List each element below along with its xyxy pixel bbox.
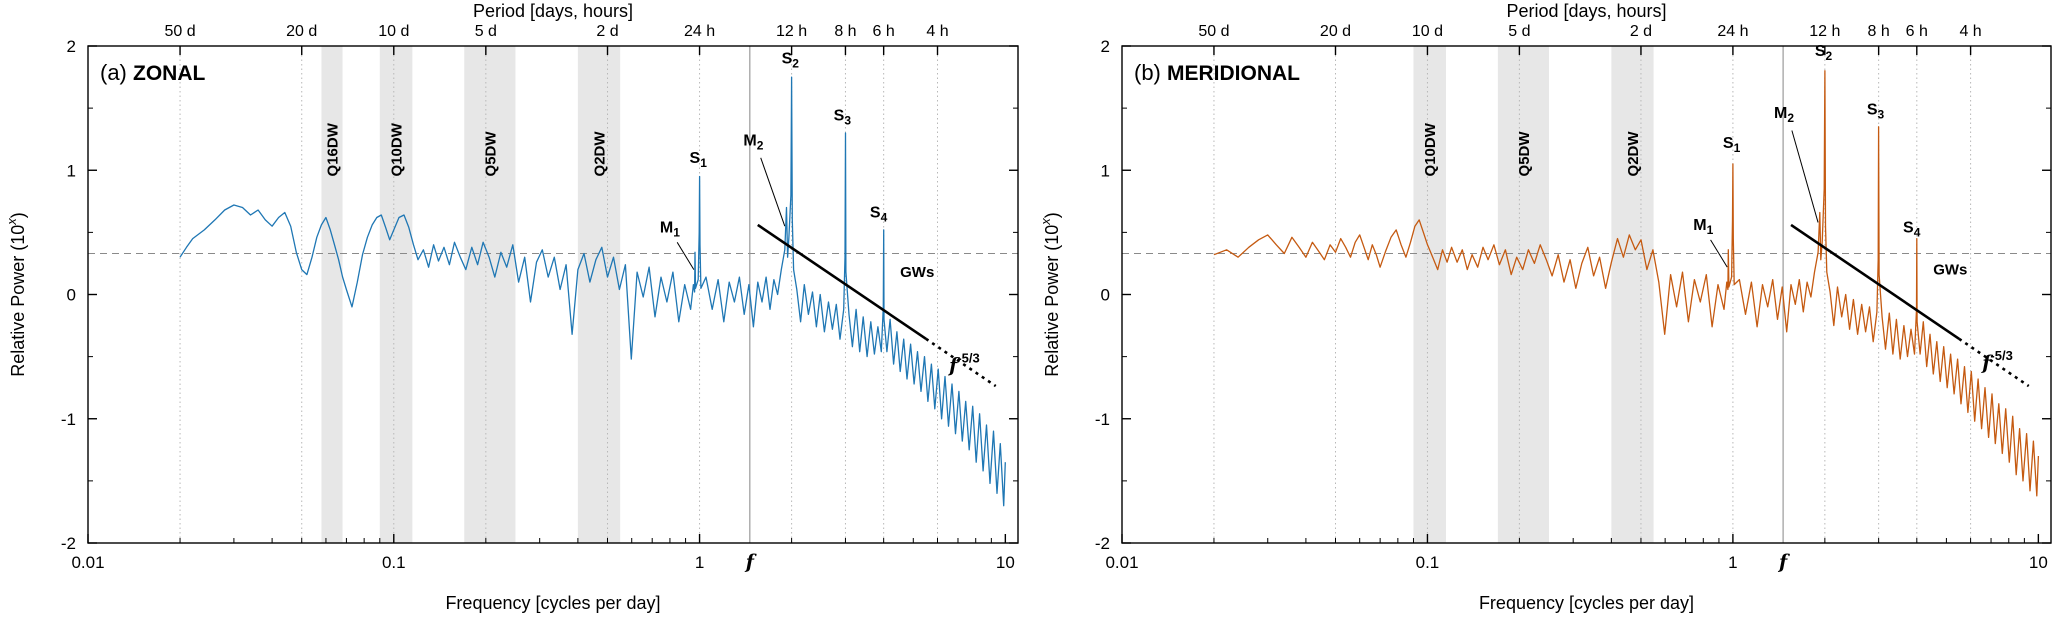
peak-label-s3: S3 <box>1867 101 1885 121</box>
period-tick-label: 24 h <box>684 23 715 40</box>
plot-frame <box>1121 45 2052 544</box>
wave-band-q5dw <box>464 46 516 543</box>
peak-label-m1: M1 <box>660 219 680 239</box>
peak-label-s2: S2 <box>1815 43 1833 63</box>
period-tick-label: 12 h <box>1809 23 1840 40</box>
y-tick-label: 0 <box>1101 286 1110 305</box>
x-tick-label: 10 <box>2029 553 2048 572</box>
band-label-q16dw: Q16DW <box>325 122 342 176</box>
slope-line-dotted <box>925 337 997 388</box>
slope-exponent-label: f-5/3 <box>1980 348 2013 374</box>
x-tick-label: 0.01 <box>71 553 104 572</box>
peak-label-s3: S3 <box>834 108 852 128</box>
peak-label-m2: M2 <box>743 132 763 152</box>
slope-line-solid <box>1790 223 1960 340</box>
band-label-q10dw: Q10DW <box>389 122 406 176</box>
band-label-q2dw: Q2DW <box>592 131 609 177</box>
x-axis-title: Frequency [cycles per day] <box>1479 593 1694 613</box>
plot-frame <box>87 45 1019 544</box>
band-label-q5dw: Q5DW <box>1516 131 1533 177</box>
period-tick-label: 2 d <box>1630 23 1652 40</box>
y-tick-label: 2 <box>67 37 76 56</box>
spectrum-line <box>1213 70 2040 497</box>
period-tick-label: 5 d <box>475 23 497 40</box>
wave-band-q5dw <box>1497 46 1550 543</box>
peak-label-m2: M2 <box>1774 105 1794 125</box>
peak-leader-line <box>1791 130 1819 223</box>
wave-band-q10dw <box>1413 46 1446 543</box>
y-axis-title: Relative Power (10x) <box>1038 212 1062 377</box>
x-tick-label: 0.1 <box>1416 553 1440 572</box>
top-axis-title: Period [days, hours] <box>1506 1 1666 21</box>
period-tick-label: 50 d <box>1198 23 1229 40</box>
inertial-frequency-axis-label: f <box>1777 551 1790 573</box>
peak-leader-line <box>760 157 786 227</box>
slope-exponent-label: f-5/3 <box>947 351 980 377</box>
peak-label-s4: S4 <box>870 204 888 224</box>
y-tick-label: 2 <box>1101 37 1110 56</box>
x-tick-label: 0.01 <box>1105 553 1138 572</box>
period-tick-label: 6 h <box>873 23 895 40</box>
y-tick-label: 0 <box>67 286 76 305</box>
slope-line-solid <box>757 223 927 340</box>
peak-label-s2: S2 <box>782 50 800 70</box>
gravity-waves-label: GWs <box>1933 262 1967 279</box>
y-tick-label: 1 <box>1101 161 1110 180</box>
period-tick-label: 4 h <box>926 23 948 40</box>
band-label-q5dw: Q5DW <box>482 131 499 177</box>
wave-band-q16dw <box>321 46 343 543</box>
gravity-waves-label: GWs <box>900 264 934 281</box>
x-tick-label: 1 <box>695 553 704 572</box>
y-tick-label: -1 <box>1095 410 1110 429</box>
period-tick-label: 6 h <box>1906 23 1928 40</box>
period-tick-label: 20 d <box>286 23 317 40</box>
period-tick-label: 20 d <box>1320 23 1351 40</box>
wave-band-q2dw <box>1611 46 1654 543</box>
period-tick-label: 24 h <box>1717 23 1748 40</box>
y-axis-title: Relative Power (10x) <box>4 212 28 377</box>
y-tick-label: -2 <box>61 534 76 553</box>
slope-line-dotted <box>1958 337 2030 388</box>
peak-label-m1: M1 <box>1693 217 1713 237</box>
period-tick-label: 4 h <box>1959 23 1981 40</box>
period-tick-label: 12 h <box>776 23 807 40</box>
y-tick-label: 1 <box>67 161 76 180</box>
y-tick-label: -2 <box>1095 534 1110 553</box>
period-tick-label: 10 d <box>378 23 409 40</box>
peak-label-s4: S4 <box>1903 219 1921 239</box>
y-tick-label: -1 <box>61 410 76 429</box>
period-tick-label: 8 h <box>1868 23 1890 40</box>
wave-band-q2dw <box>577 46 621 543</box>
spectrum-line <box>179 76 1006 507</box>
peak-label-s1: S1 <box>1723 135 1741 155</box>
band-label-q10dw: Q10DW <box>1422 122 1439 176</box>
x-axis-title: Frequency [cycles per day] <box>445 593 660 613</box>
x-tick-label: 1 <box>1728 553 1737 572</box>
period-tick-label: 50 d <box>164 23 195 40</box>
wave-band-q10dw <box>379 46 413 543</box>
peak-leader-line <box>676 242 695 270</box>
period-tick-label: 5 d <box>1508 23 1530 40</box>
panel-title: (b) MERIDIONAL <box>1134 60 1300 85</box>
period-tick-label: 8 h <box>834 23 856 40</box>
period-tick-label: 10 d <box>1412 23 1443 40</box>
top-axis-title: Period [days, hours] <box>473 1 633 21</box>
inertial-frequency-axis-label: f <box>744 551 757 573</box>
x-tick-label: 10 <box>996 553 1015 572</box>
panel-title: (a) ZONAL <box>100 60 205 85</box>
period-tick-label: 2 d <box>596 23 618 40</box>
peak-leader-line <box>1710 239 1728 268</box>
band-label-q2dw: Q2DW <box>1625 131 1642 177</box>
peak-label-s1: S1 <box>690 150 708 170</box>
x-tick-label: 0.1 <box>382 553 406 572</box>
